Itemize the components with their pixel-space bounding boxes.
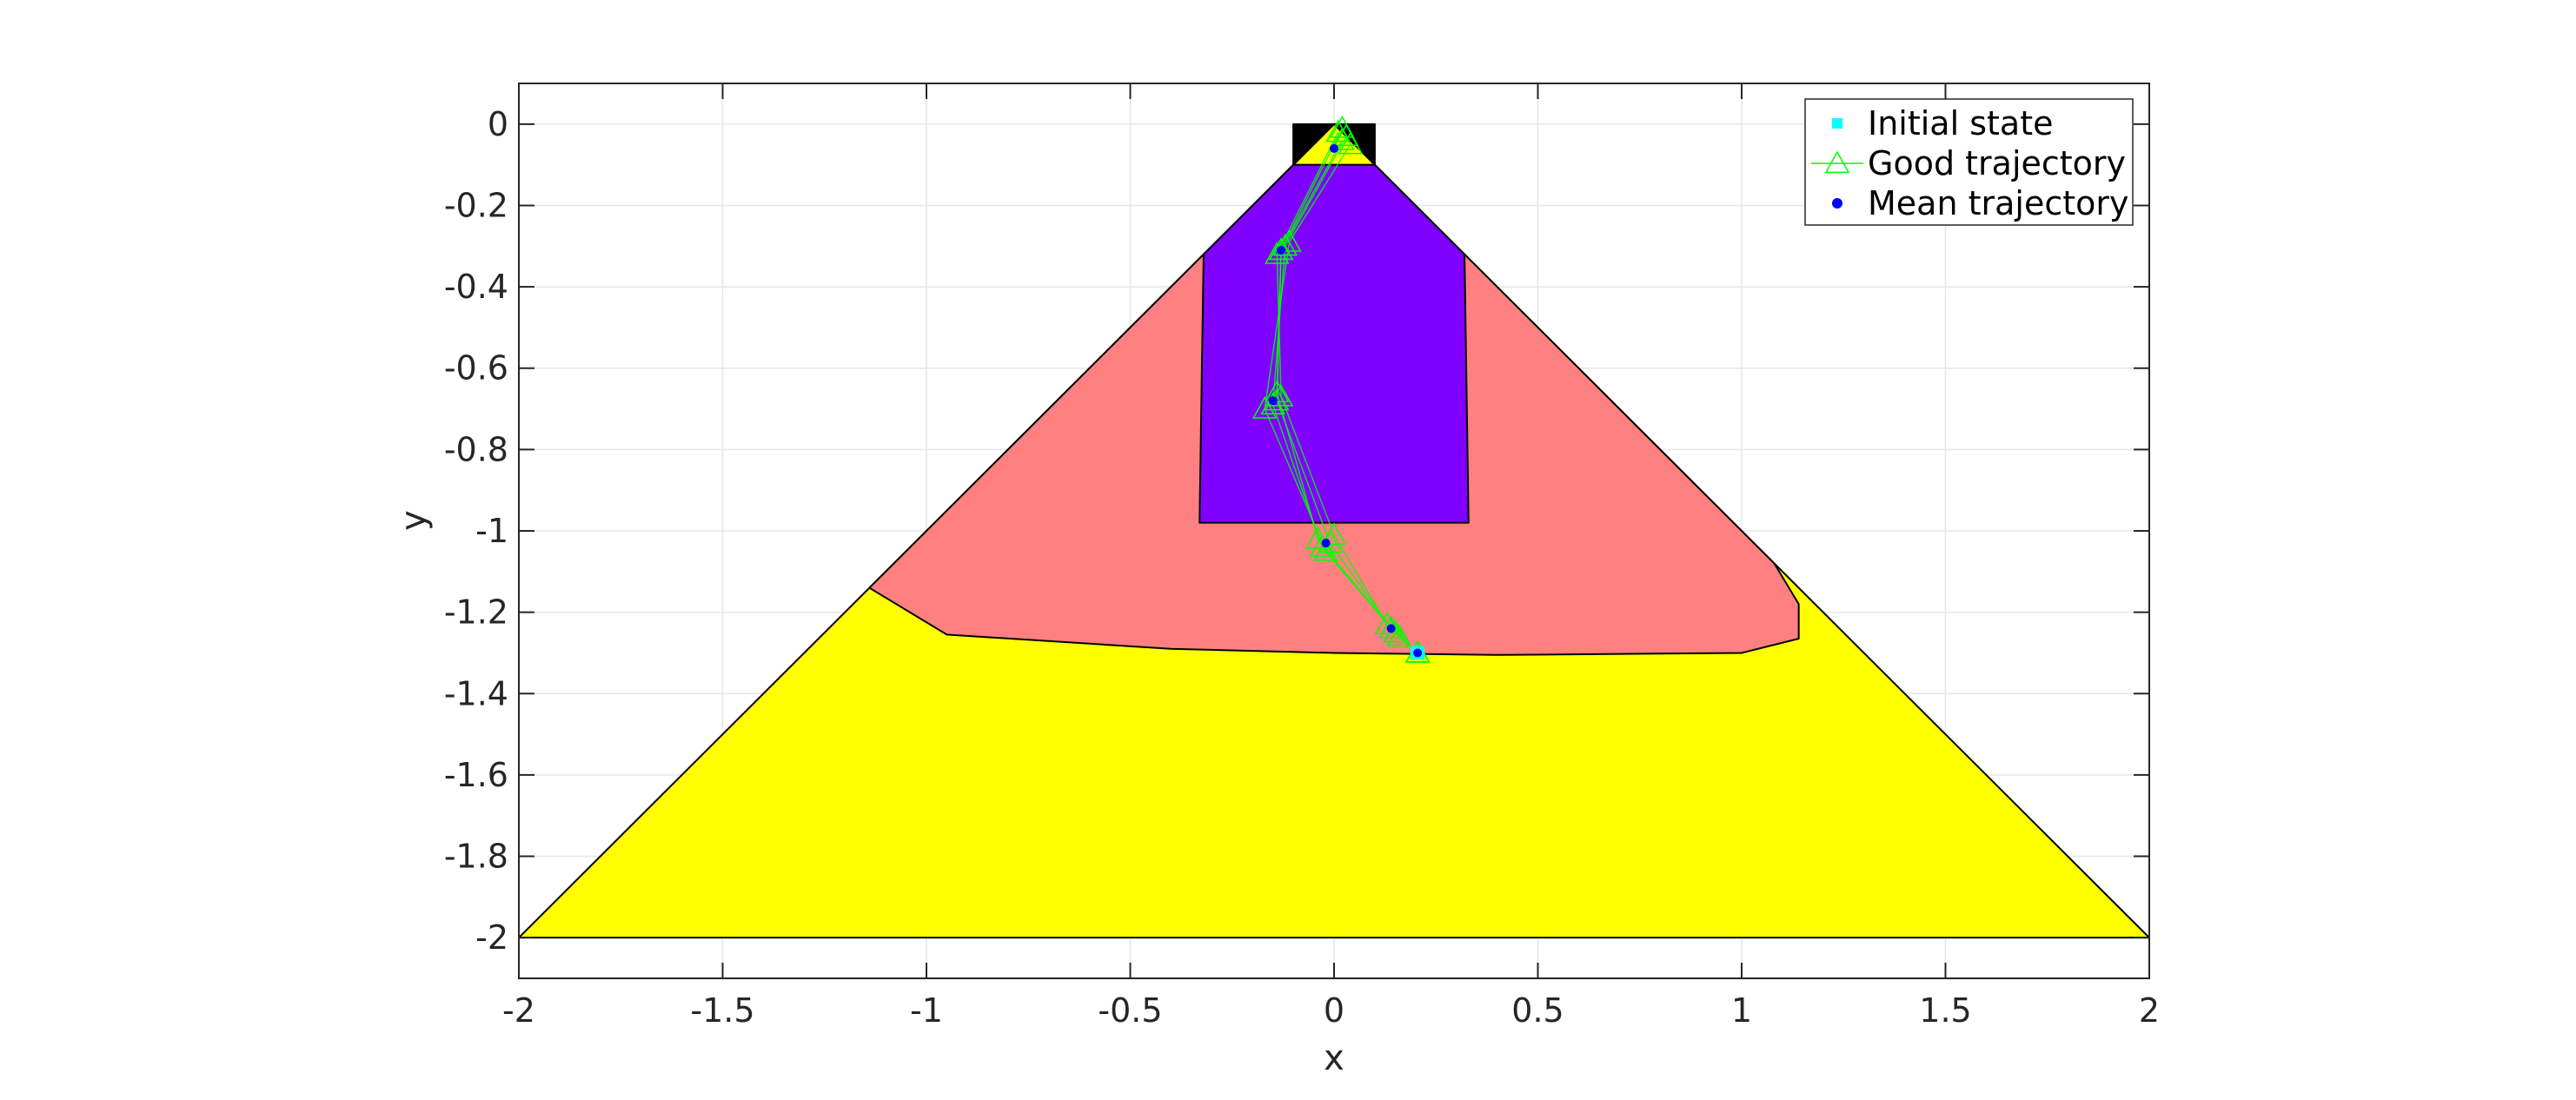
y-tick-label: -0.6 <box>444 349 508 388</box>
x-axis-label: x <box>1324 1038 1344 1078</box>
regions <box>518 123 2150 939</box>
good-trajectory-point <box>1330 128 1355 150</box>
good-trajectory-point <box>1268 237 1294 261</box>
y-tick-label: -0.2 <box>444 186 508 224</box>
legend-marker-initial-state <box>1832 118 1842 129</box>
x-tick-label: 2 <box>2139 991 2160 1030</box>
region-inner-set <box>1198 163 1470 524</box>
x-tick-label: -1 <box>910 991 943 1030</box>
legend-box <box>1804 98 2134 226</box>
good-trajectory-point <box>1305 526 1331 549</box>
x-tick-label: 1 <box>1731 991 1752 1030</box>
good-trajectory-point <box>1313 538 1338 561</box>
good-trajectory-point <box>1338 131 1364 155</box>
plot-area: -2 -1.5 -1 -0.5 0 0.5 1 1.5 2 0 -0.2 -0.4 -0.6 -0.8 -1… <box>444 83 2160 1030</box>
legend-label: Initial state <box>1868 104 2054 142</box>
initial-state <box>1411 646 1425 660</box>
mean-trajectory-point <box>1386 624 1396 633</box>
mean-trajectory-point <box>1268 396 1278 406</box>
x-tick-label: 1.5 <box>1919 991 1971 1030</box>
good-trajectory-point <box>1277 229 1302 252</box>
y-tick-label: -1.8 <box>444 838 508 876</box>
good-trajectory-point <box>1260 392 1285 415</box>
mean-trajectory-point <box>1321 539 1331 548</box>
good-trajectory-point <box>1386 624 1412 646</box>
y-tick-label: -2 <box>475 918 508 957</box>
good-trajectory-point <box>1272 233 1298 256</box>
x-tick-label: -1.5 <box>690 991 754 1030</box>
y-tick-label: -1.6 <box>444 756 508 794</box>
legend-label: Mean trajectory <box>1868 184 2129 222</box>
y-tick-label: 0 <box>488 105 508 143</box>
good-trajectory-point <box>1321 522 1347 545</box>
ticks: -2 -1.5 -1 -0.5 0 0.5 1 1.5 2 0 -0.2 -0.4 -0.6 -0.8 -1… <box>444 83 2160 1030</box>
good-trajectory-point <box>1378 615 1404 639</box>
y-tick-label: -1.4 <box>444 674 508 712</box>
legend-marker-mean-trajectory <box>1832 198 1842 209</box>
legend-label: Good trajectory <box>1868 144 2126 182</box>
initial-mean-point <box>1413 648 1423 658</box>
good-trajectory-line <box>1276 140 1418 654</box>
mean-trajectory-point <box>1330 143 1338 153</box>
y-tick-label: -0.8 <box>444 430 508 468</box>
good-trajectory-point <box>1374 612 1400 634</box>
legend-marker-good-trajectory <box>1824 150 1850 174</box>
trajectories <box>1251 115 1431 663</box>
x-tick-label: -2 <box>502 991 535 1030</box>
x-tick-label: 0 <box>1324 991 1344 1030</box>
y-tick-label: -1 <box>475 512 508 550</box>
good-trajectory-point <box>1251 396 1278 419</box>
x-tick-label: -0.5 <box>1098 991 1162 1030</box>
y-tick-label: -0.4 <box>444 268 508 306</box>
y-axis-label: y <box>394 510 434 531</box>
mean-trajectory-point <box>1277 245 1286 255</box>
x-tick-label: 0.5 <box>1511 991 1564 1030</box>
region-target-set <box>1292 123 1376 166</box>
y-tick-label: -1.2 <box>444 593 508 632</box>
